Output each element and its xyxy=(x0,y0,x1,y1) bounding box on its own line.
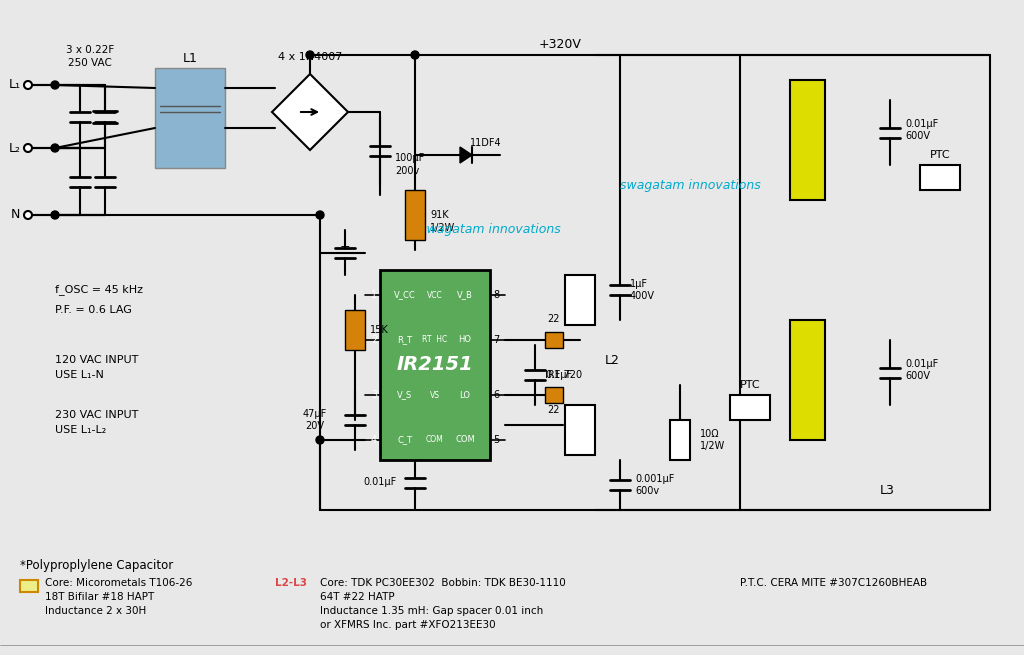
Text: L3: L3 xyxy=(880,483,895,496)
Text: f_OSC = 45 kHz: f_OSC = 45 kHz xyxy=(55,284,143,295)
Text: PTC: PTC xyxy=(930,150,950,160)
Text: L1: L1 xyxy=(23,581,36,591)
Text: P.T.C. CERA MITE #307C1260BHEAB: P.T.C. CERA MITE #307C1260BHEAB xyxy=(740,578,927,588)
Text: 3: 3 xyxy=(371,390,377,400)
Text: LO: LO xyxy=(460,390,470,400)
Text: +320V: +320V xyxy=(539,39,582,52)
Text: 0.01μF
600V: 0.01μF 600V xyxy=(905,359,938,381)
Text: swagatam innovations: swagatam innovations xyxy=(620,179,761,191)
Text: 120 VAC INPUT: 120 VAC INPUT xyxy=(55,355,138,365)
Text: 1: 1 xyxy=(371,290,377,300)
Text: PTC: PTC xyxy=(739,380,760,390)
Circle shape xyxy=(306,51,314,59)
Text: 22: 22 xyxy=(548,314,560,324)
Text: 4: 4 xyxy=(371,435,377,445)
Text: RT  HC: RT HC xyxy=(422,335,447,345)
Text: N: N xyxy=(10,208,19,221)
Text: 47μF
20V: 47μF 20V xyxy=(303,409,327,431)
Circle shape xyxy=(24,144,32,152)
Text: 8: 8 xyxy=(493,290,499,300)
Text: 10Ω
1/2W: 10Ω 1/2W xyxy=(700,429,725,451)
Text: R_T: R_T xyxy=(397,335,413,345)
Text: V_S: V_S xyxy=(397,390,413,400)
Text: 6: 6 xyxy=(493,390,499,400)
Text: 4 x 1N4007: 4 x 1N4007 xyxy=(278,52,342,62)
Text: V_CC: V_CC xyxy=(394,291,416,299)
Bar xyxy=(670,420,690,460)
Bar xyxy=(565,275,595,325)
Circle shape xyxy=(24,211,32,219)
Text: L2-L3: L2-L3 xyxy=(275,578,307,588)
Text: 2: 2 xyxy=(371,335,377,345)
Bar xyxy=(565,405,595,455)
Text: +: + xyxy=(340,240,350,253)
Text: VS: VS xyxy=(430,390,440,400)
Text: 91K: 91K xyxy=(430,210,449,220)
Polygon shape xyxy=(460,147,472,163)
Text: L₂: L₂ xyxy=(9,141,22,155)
Text: 0.001μF
600v: 0.001μF 600v xyxy=(635,474,675,496)
Text: or XFMRS Inc. part #XFO213EE30: or XFMRS Inc. part #XFO213EE30 xyxy=(319,620,496,630)
Bar xyxy=(545,387,563,403)
Text: IRF
720: IRF 720 xyxy=(571,421,589,440)
Bar xyxy=(406,190,425,240)
Text: 0.1μF: 0.1μF xyxy=(545,370,572,380)
Text: IRF 720: IRF 720 xyxy=(545,370,582,380)
Text: 3 x 0.22F: 3 x 0.22F xyxy=(66,45,114,55)
Bar xyxy=(790,320,825,440)
Text: 250 VAC: 250 VAC xyxy=(68,58,112,68)
Text: COM: COM xyxy=(455,436,475,445)
Bar xyxy=(345,310,365,350)
Circle shape xyxy=(411,51,419,59)
Text: IR2151: IR2151 xyxy=(396,356,473,375)
Bar xyxy=(920,165,961,190)
Text: 1/2W: 1/2W xyxy=(430,223,456,233)
Bar xyxy=(790,80,825,200)
Bar xyxy=(730,395,770,420)
Bar xyxy=(155,68,225,168)
Text: 7: 7 xyxy=(493,335,500,345)
Text: 15K: 15K xyxy=(370,325,389,335)
Text: 230 VAC INPUT: 230 VAC INPUT xyxy=(55,410,138,420)
Circle shape xyxy=(24,81,32,89)
Text: 11DF4: 11DF4 xyxy=(470,138,502,148)
Text: VCC: VCC xyxy=(427,291,442,299)
Text: Inductance 1.35 mH: Gap spacer 0.01 inch: Inductance 1.35 mH: Gap spacer 0.01 inch xyxy=(319,606,544,616)
Text: L₁: L₁ xyxy=(9,79,22,92)
Text: 5: 5 xyxy=(493,435,500,445)
Text: 22: 22 xyxy=(548,405,560,415)
Polygon shape xyxy=(272,74,348,150)
Text: 64T #22 HATP: 64T #22 HATP xyxy=(319,592,394,602)
Circle shape xyxy=(316,436,324,444)
Bar xyxy=(380,270,490,460)
Text: 0.01μF
600V: 0.01μF 600V xyxy=(905,119,938,141)
Text: HO: HO xyxy=(459,335,471,345)
Text: V_B: V_B xyxy=(457,291,473,299)
Circle shape xyxy=(51,144,59,152)
Text: L2: L2 xyxy=(605,354,620,367)
Text: C_T: C_T xyxy=(397,436,413,445)
Bar xyxy=(545,332,563,348)
Text: 18T Bifilar #18 HAPT: 18T Bifilar #18 HAPT xyxy=(45,592,155,602)
Circle shape xyxy=(316,211,324,219)
Text: IRF
720: IRF 720 xyxy=(571,290,589,310)
Circle shape xyxy=(51,211,59,219)
Text: Inductance 2 x 30H: Inductance 2 x 30H xyxy=(45,606,146,616)
Text: 200v: 200v xyxy=(395,166,419,176)
Text: Core: Micorometals T106-26: Core: Micorometals T106-26 xyxy=(45,578,193,588)
Text: swagatam innovations: swagatam innovations xyxy=(420,223,560,236)
Text: USE L₁-N: USE L₁-N xyxy=(55,370,103,380)
Bar xyxy=(20,580,38,592)
Text: P.F. = 0.6 LAG: P.F. = 0.6 LAG xyxy=(55,305,132,315)
Text: 1μF
400V: 1μF 400V xyxy=(630,279,655,301)
Text: *Polyproplylene Capacitor: *Polyproplylene Capacitor xyxy=(20,559,173,572)
Text: 100μF: 100μF xyxy=(395,153,425,163)
Circle shape xyxy=(51,81,59,89)
Text: Core: TDK PC30EE302  Bobbin: TDK BE30-1110: Core: TDK PC30EE302 Bobbin: TDK BE30-111… xyxy=(319,578,565,588)
Text: 0.01μF: 0.01μF xyxy=(364,477,396,487)
Text: USE L₁-L₂: USE L₁-L₂ xyxy=(55,425,106,435)
Text: COM: COM xyxy=(426,436,443,445)
Text: L1: L1 xyxy=(182,52,198,64)
